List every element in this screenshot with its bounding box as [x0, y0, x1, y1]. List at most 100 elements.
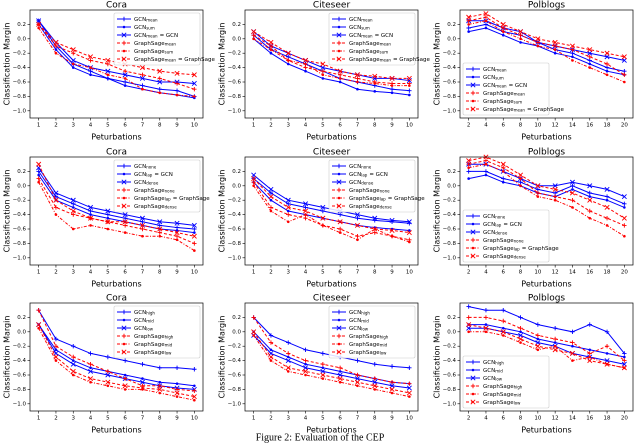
panel: Cora Peturbations Classification Margin 0.2… [3, 148, 211, 289]
marker [604, 344, 610, 349]
legend-label: GCNnone [483, 214, 506, 220]
marker [337, 212, 343, 217]
marker [269, 48, 273, 51]
legend-subscript: mid [495, 369, 503, 374]
legend-frame [462, 62, 550, 116]
legend-label: GCNsum [349, 25, 370, 31]
legend-frame [113, 159, 201, 213]
marker [622, 358, 627, 363]
legend-label: GCNmean = GCN [483, 83, 527, 89]
marker [53, 43, 59, 49]
series-line [468, 163, 625, 237]
panel-title: Cora [106, 294, 127, 304]
marker [501, 170, 505, 173]
marker [268, 354, 274, 360]
legend-subscript: mean [495, 68, 507, 73]
legend-marker [337, 25, 341, 29]
marker [552, 347, 558, 353]
panel: Polblogs Peturbations Classification Margi… [433, 148, 634, 289]
marker [356, 238, 359, 242]
legend-label: GraphSagelap = GraphSage [349, 196, 425, 202]
marker [89, 366, 92, 370]
marker [54, 213, 58, 216]
legend-marker [336, 309, 342, 315]
legend-label: GCNmean = GCN [134, 33, 178, 39]
marker [251, 176, 257, 182]
marker [105, 354, 111, 360]
marker [53, 350, 59, 356]
marker [70, 57, 76, 63]
x-tick-label: 12 [552, 123, 559, 129]
marker [269, 359, 273, 362]
marker [286, 355, 290, 359]
marker [303, 205, 308, 210]
marker [484, 19, 488, 23]
marker [269, 209, 273, 213]
x-tick-label: 8 [373, 123, 377, 129]
panel-title: Polblogs [528, 294, 566, 304]
series-line [38, 309, 195, 370]
marker [355, 358, 360, 363]
marker [140, 383, 145, 388]
legend-label: GCNlow [134, 326, 154, 332]
y-tick-label: −0.8 [228, 94, 242, 100]
series-line [253, 317, 410, 385]
legend-name: GCN [134, 318, 146, 324]
marker [466, 158, 472, 164]
panel: Polblogs Peturbations Classification Margi… [433, 1, 634, 142]
legend-label: GraphSagemid [134, 342, 173, 348]
marker [105, 61, 111, 67]
marker [484, 323, 488, 326]
x-tick-label: 2 [269, 123, 273, 129]
marker [588, 355, 592, 359]
marker [535, 343, 541, 349]
marker [519, 184, 522, 188]
legend-name: GraphSage [483, 238, 514, 244]
marker [285, 365, 291, 371]
x-tick-label: 16 [586, 416, 593, 422]
legend-subscript: sum [146, 26, 155, 31]
marker [193, 95, 196, 98]
marker [139, 75, 145, 81]
marker [372, 376, 377, 381]
marker [535, 40, 541, 45]
marker [252, 334, 255, 337]
legend-subscript: mid [380, 343, 388, 348]
marker [122, 376, 128, 381]
marker [466, 304, 471, 309]
y-tick-label: −0.2 [443, 344, 456, 350]
marker [338, 231, 342, 234]
legend-marker [471, 246, 475, 250]
marker [303, 65, 308, 70]
marker [320, 372, 326, 378]
marker [604, 204, 610, 210]
marker [321, 77, 325, 80]
series-line [468, 156, 625, 219]
y-tick-label: −0.2 [443, 198, 456, 204]
marker [587, 54, 592, 59]
legend-subscript: high [146, 311, 155, 316]
x-tick-label: 4 [484, 416, 488, 422]
marker [372, 230, 377, 235]
marker [193, 231, 196, 234]
legend-label: GCNnone [134, 164, 157, 170]
marker [53, 354, 59, 360]
marker [621, 215, 627, 221]
y-tick-label: −0.6 [228, 227, 242, 233]
marker [338, 80, 342, 84]
legend-subscript: low [165, 351, 173, 356]
legend-subscript: sum [165, 50, 174, 55]
marker [304, 362, 307, 366]
legend-label: GraphSagelow [134, 350, 172, 356]
marker [406, 75, 412, 81]
marker [71, 359, 75, 362]
marker [535, 183, 541, 189]
marker [484, 173, 488, 177]
y-tick-label: 0.0 [232, 183, 241, 189]
x-tick-label: 8 [373, 416, 377, 422]
legend-name: GraphSage [134, 342, 165, 348]
legend-name: GraphSage [349, 342, 380, 348]
marker [268, 190, 274, 196]
marker [140, 219, 145, 224]
